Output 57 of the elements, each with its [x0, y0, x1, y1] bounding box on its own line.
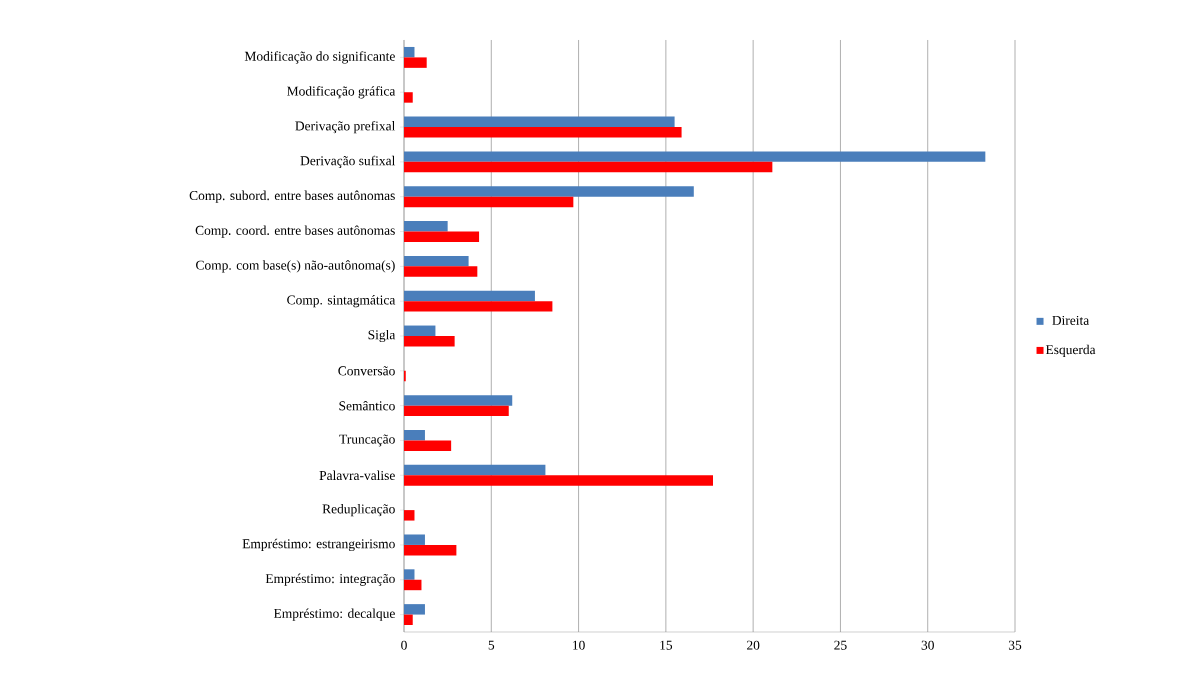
bar	[404, 231, 480, 242]
y-tick-label: Reduplicação	[322, 504, 395, 517]
bar	[404, 127, 682, 138]
bar	[404, 186, 694, 197]
legend-label: Esquerda	[1045, 344, 1096, 357]
x-tick-label: 35	[1008, 640, 1022, 650]
y-tick-label: Conversão	[338, 366, 395, 376]
x-tick-label: 15	[660, 640, 673, 650]
legend-label: Direita	[1052, 315, 1090, 325]
bar	[404, 579, 422, 591]
y-tick-label: Derivação prefixal	[295, 120, 396, 134]
bar	[404, 335, 455, 347]
bar	[404, 464, 546, 476]
bar	[404, 510, 415, 521]
bar	[404, 301, 553, 312]
y-tick-label: Comp. subord. entre bases autônomas	[189, 190, 395, 203]
bar	[404, 266, 478, 277]
bar	[404, 46, 415, 58]
y-tick-label: Derivação sufixal	[300, 155, 396, 169]
bar	[404, 440, 452, 451]
y-tick-label: Truncação	[339, 434, 395, 447]
y-tick-label: Modificação do significante	[244, 51, 395, 64]
bar	[404, 405, 509, 417]
y-tick-label: Empréstimo: decalque	[273, 608, 395, 621]
bar	[404, 534, 425, 545]
bar	[404, 614, 413, 626]
bar	[404, 161, 773, 173]
bar	[404, 395, 513, 406]
bar	[404, 604, 425, 615]
bar	[404, 116, 675, 128]
x-tick-label: 10	[573, 640, 585, 650]
bar	[404, 151, 986, 162]
bar	[404, 92, 413, 103]
y-tick-label: Empréstimo: estrangeirismo	[242, 538, 395, 552]
x-tick-label: 5	[488, 640, 495, 650]
y-tick-label: Comp. sintagmática	[287, 295, 396, 308]
bar	[404, 57, 427, 68]
y-tick-label: Comp. com base(s) não-autônoma(s)	[196, 260, 395, 273]
bar	[404, 569, 415, 580]
bar	[404, 196, 574, 208]
bar	[404, 325, 436, 336]
y-tick-label: Comp. coord. entre bases autônomas	[195, 225, 395, 238]
x-tick-label: 25	[834, 640, 847, 650]
y-tick-label: Empréstimo: integração	[265, 573, 395, 586]
x-tick-label: 30	[921, 640, 934, 650]
y-tick-label: Palavra-valise	[319, 470, 395, 481]
y-tick-label: Modificação gráfica	[287, 86, 396, 99]
bar	[404, 255, 469, 267]
bar	[404, 544, 457, 556]
y-tick-label: Sigla	[368, 329, 396, 343]
bar	[404, 430, 425, 441]
bar	[404, 221, 448, 232]
x-tick-label: 20	[747, 640, 760, 650]
bar	[404, 290, 535, 302]
y-tick-label: Semântico	[339, 400, 395, 411]
bar	[404, 475, 713, 486]
x-tick-label: 0	[401, 640, 407, 650]
